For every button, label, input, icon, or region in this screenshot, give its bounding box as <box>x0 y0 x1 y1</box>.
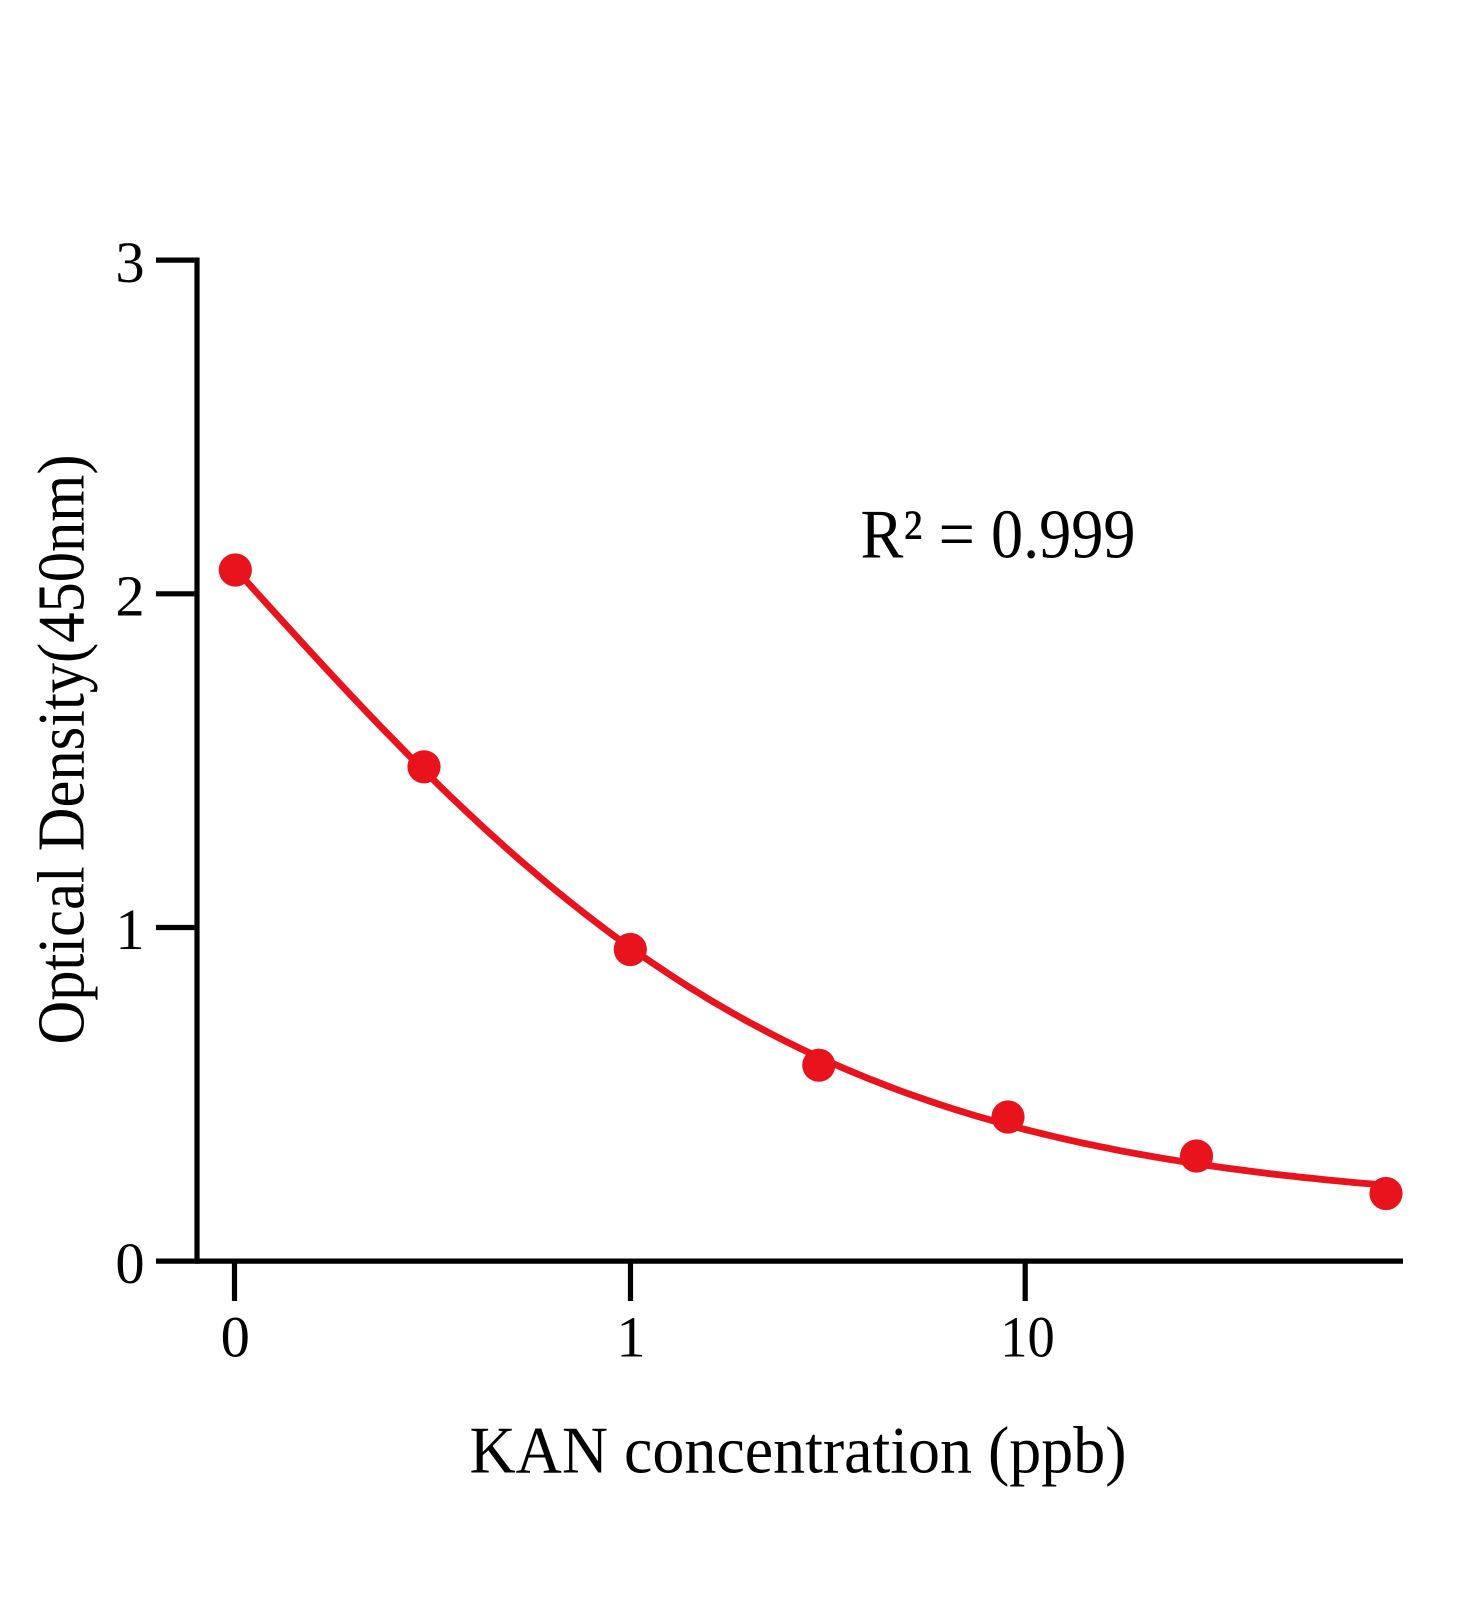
svg-text:1: 1 <box>616 1305 645 1370</box>
svg-text:10: 10 <box>1000 1305 1055 1370</box>
svg-text:KAN concentration (ppb): KAN concentration (ppb) <box>470 1413 1127 1487</box>
svg-text:0: 0 <box>221 1305 250 1370</box>
svg-text:3: 3 <box>115 230 144 295</box>
svg-text:0: 0 <box>115 1231 144 1296</box>
svg-text:1: 1 <box>115 897 144 962</box>
svg-text:R² = 0.999: R² = 0.999 <box>861 497 1136 574</box>
svg-text:Optical Density(450nm): Optical Density(450nm) <box>25 455 99 1045</box>
svg-text:2: 2 <box>115 564 144 629</box>
